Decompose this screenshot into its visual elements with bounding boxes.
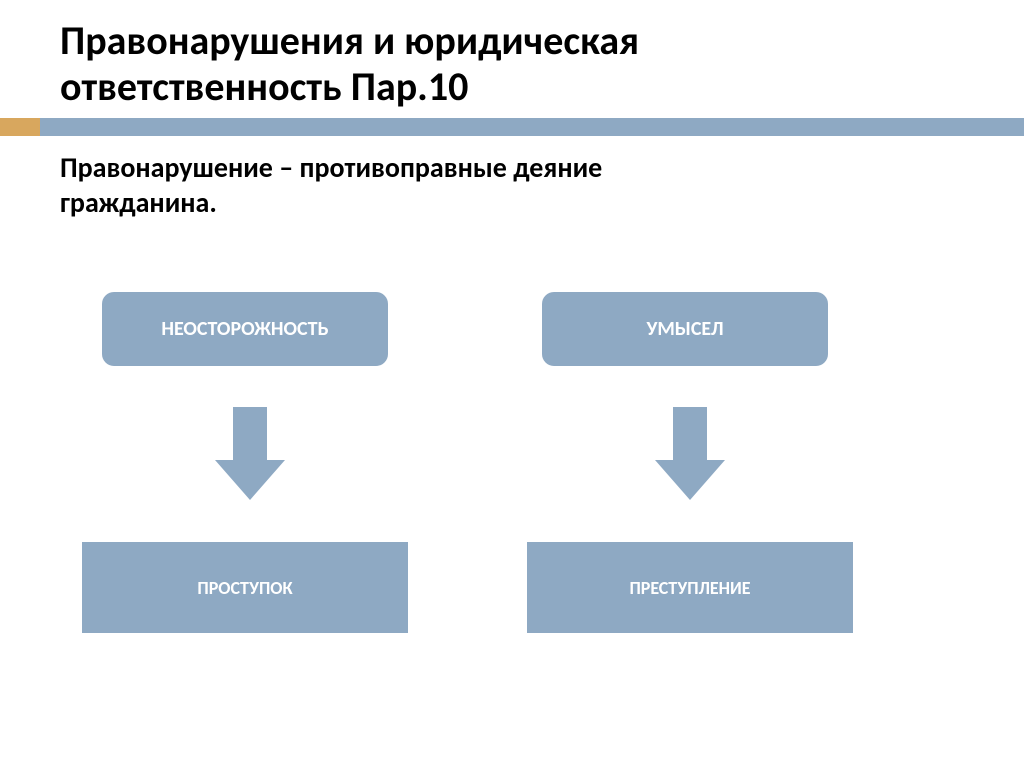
node-misd: ПРОСТУПОК	[80, 540, 410, 635]
accent-bar	[0, 118, 1024, 136]
slide-title-line1: Правонарушения и юридическая	[60, 18, 964, 64]
accent-bar-left	[0, 118, 40, 136]
arrow-down-icon	[655, 405, 725, 500]
slide-title-line2: ответственность Пар.10	[60, 64, 964, 110]
flowchart-diagram: НЕОСТОРОЖНОСТЬ УМЫСЕЛ ПРОСТУПОК ПРЕСТУПЛЕНИ…	[0, 220, 1024, 720]
arrow-down-icon	[215, 405, 285, 500]
node-intent: УМЫСЕЛ	[540, 290, 830, 368]
slide-title-area: Правонарушения и юридическая ответственн…	[0, 0, 1024, 118]
node-crime: ПРЕСТУПЛЕНИЕ	[525, 540, 855, 635]
accent-bar-right	[40, 118, 1024, 136]
subtitle-line2: гражданина.	[60, 185, 964, 220]
subtitle-line1: Правонарушение – противоправные деяние	[60, 150, 964, 185]
node-neglig: НЕОСТОРОЖНОСТЬ	[100, 290, 390, 368]
subtitle-area: Правонарушение – противоправные деяние г…	[0, 136, 1024, 220]
